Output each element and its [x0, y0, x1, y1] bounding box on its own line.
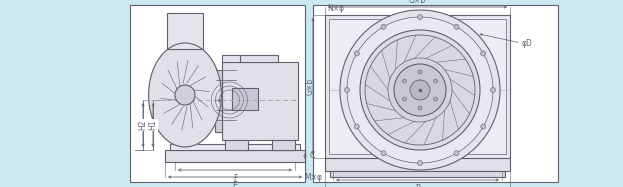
Bar [325, 15, 510, 158]
Bar [222, 62, 298, 140]
Circle shape [418, 70, 422, 74]
Text: M×φ: M×φ [304, 174, 322, 183]
Circle shape [345, 88, 350, 93]
Circle shape [175, 85, 195, 105]
Circle shape [365, 35, 475, 145]
Bar [167, 13, 203, 49]
Text: E: E [232, 181, 237, 187]
Polygon shape [149, 43, 221, 147]
Bar [225, 140, 248, 150]
Circle shape [481, 124, 486, 129]
Bar [240, 55, 278, 62]
Bar [232, 88, 258, 110]
Text: C: C [310, 151, 315, 160]
Bar [222, 55, 240, 62]
Text: B: B [415, 184, 420, 187]
Circle shape [417, 160, 422, 165]
Bar [330, 171, 505, 177]
Bar [329, 19, 506, 154]
Bar [325, 158, 510, 171]
Bar [170, 144, 300, 150]
Circle shape [490, 88, 495, 93]
Circle shape [417, 15, 422, 19]
Circle shape [381, 24, 386, 29]
Text: φD: φD [522, 39, 533, 47]
Circle shape [340, 10, 500, 170]
Circle shape [454, 24, 459, 29]
Text: N×φ: N×φ [327, 4, 344, 13]
Circle shape [481, 51, 486, 56]
Text: H2: H2 [138, 120, 148, 130]
Text: G×b: G×b [305, 78, 315, 95]
Circle shape [434, 97, 437, 101]
Circle shape [418, 106, 422, 110]
Bar [272, 140, 295, 150]
Text: F: F [233, 174, 237, 183]
Circle shape [354, 124, 359, 129]
Circle shape [394, 64, 446, 116]
Circle shape [434, 79, 437, 83]
Circle shape [402, 79, 406, 83]
Bar [165, 150, 305, 162]
Circle shape [410, 80, 430, 100]
Bar [313, 5, 558, 182]
Circle shape [402, 97, 406, 101]
Text: G×b: G×b [409, 0, 426, 5]
Circle shape [360, 30, 480, 150]
Circle shape [347, 17, 493, 163]
Circle shape [381, 151, 386, 156]
Bar [130, 5, 305, 182]
Text: H1: H1 [148, 120, 158, 130]
Circle shape [354, 51, 359, 56]
Circle shape [388, 58, 452, 122]
Bar [215, 70, 222, 132]
Circle shape [454, 151, 459, 156]
